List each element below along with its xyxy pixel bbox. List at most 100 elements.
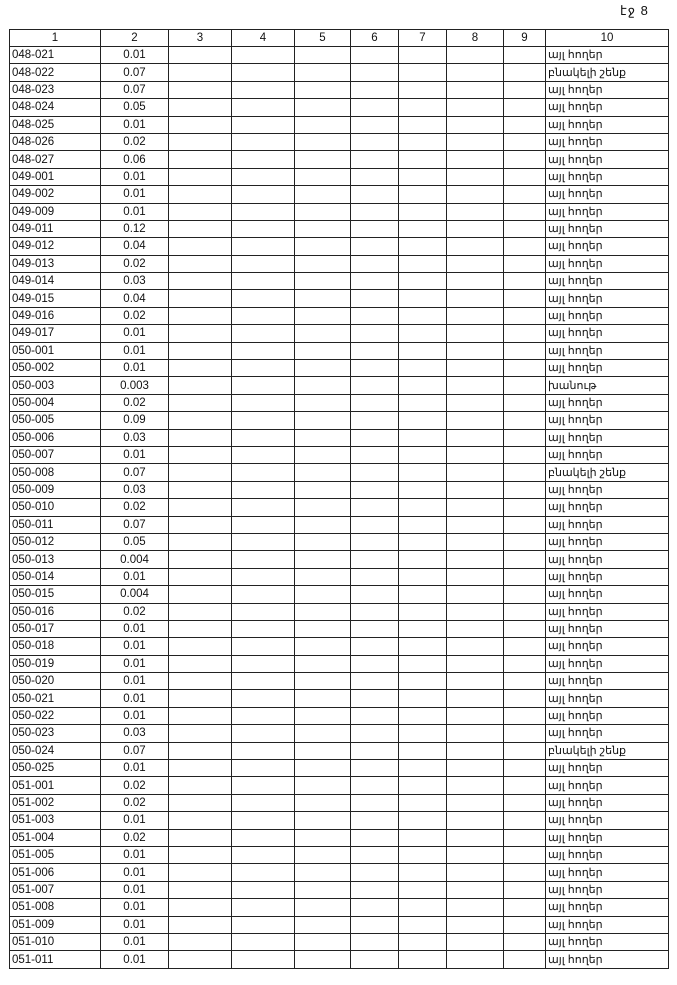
- parcel-code: 048-022: [9, 63, 101, 82]
- land-use: այլ հողեր: [545, 202, 669, 221]
- table-row: 050-020 0.01 այլ հողեր: [9, 672, 669, 691]
- table-row: 050-003 0.003 խանութ: [9, 376, 669, 395]
- area-value: 0.01: [100, 654, 169, 674]
- empty-cell: [294, 219, 351, 239]
- parcel-code: 050-017: [9, 619, 101, 639]
- land-use: այլ հողեր: [545, 272, 669, 291]
- parcel-code: 049-015: [9, 289, 101, 308]
- empty-cell: [294, 654, 351, 674]
- empty-cell: [231, 341, 295, 361]
- parcel-code: 050-011: [9, 515, 101, 534]
- land-use: այլ հողեր: [545, 863, 669, 882]
- empty-cell: [294, 498, 351, 517]
- empty-cell: [294, 689, 351, 708]
- empty-cell: [350, 150, 399, 169]
- parcel-code: 050-025: [9, 759, 101, 778]
- area-value: 0.07: [100, 741, 169, 761]
- land-use: այլ հողեր: [545, 150, 669, 169]
- empty-cell: [398, 115, 447, 134]
- land-use: այլ հողեր: [545, 219, 669, 239]
- empty-cell: [231, 411, 295, 430]
- empty-cell: [168, 637, 232, 656]
- empty-cell: [231, 376, 295, 395]
- empty-cell: [294, 445, 351, 465]
- empty-cell: [294, 672, 351, 691]
- empty-cell: [446, 341, 504, 361]
- empty-cell: [398, 898, 447, 917]
- empty-cell: [398, 324, 447, 343]
- empty-cell: [446, 724, 504, 743]
- empty-cell: [231, 480, 295, 500]
- empty-cell: [350, 480, 399, 500]
- empty-cell: [350, 915, 399, 934]
- empty-cell: [446, 602, 504, 621]
- empty-cell: [294, 376, 351, 395]
- empty-cell: [503, 132, 546, 152]
- empty-cell: [350, 706, 399, 726]
- empty-cell: [294, 393, 351, 413]
- empty-cell: [168, 585, 232, 604]
- empty-cell: [446, 445, 504, 465]
- table-row: 049-014 0.03 այլ հողեր: [9, 272, 669, 291]
- table-row: 049-015 0.04 այլ հողեր: [9, 289, 669, 308]
- column-header-4: 4: [231, 29, 295, 47]
- empty-cell: [398, 376, 447, 395]
- parcel-code: 051-005: [9, 845, 101, 865]
- empty-cell: [503, 950, 546, 969]
- parcel-code: 050-005: [9, 411, 101, 430]
- table-row: 048-025 0.01 այլ հողեր: [9, 115, 669, 134]
- table-row: 050-002 0.01 այլ հողեր: [9, 359, 669, 378]
- empty-cell: [398, 498, 447, 517]
- empty-cell: [350, 167, 399, 187]
- land-use: այլ հողեր: [545, 98, 669, 117]
- empty-cell: [446, 428, 504, 447]
- empty-cell: [350, 185, 399, 204]
- area-value: 0.003: [100, 376, 169, 395]
- table-row: 051-002 0.02 այլ հողեր: [9, 793, 669, 813]
- parcel-code: 050-001: [9, 341, 101, 361]
- empty-cell: [294, 411, 351, 430]
- parcel-code: 050-015: [9, 585, 101, 604]
- empty-cell: [294, 254, 351, 274]
- area-value: 0.004: [100, 585, 169, 604]
- land-use: այլ հողեր: [545, 445, 669, 465]
- table-row: 051-007 0.01 այլ հողեր: [9, 880, 669, 900]
- empty-cell: [503, 724, 546, 743]
- empty-cell: [503, 393, 546, 413]
- table-row: 048-022 0.07 բնակելի շենք: [9, 63, 669, 82]
- page-number: էջ 8: [620, 3, 649, 18]
- empty-cell: [398, 741, 447, 761]
- empty-cell: [503, 254, 546, 274]
- area-value: 0.01: [100, 845, 169, 865]
- empty-cell: [294, 845, 351, 865]
- land-use: այլ հողեր: [545, 306, 669, 326]
- area-value: 0.07: [100, 515, 169, 534]
- parcel-code: 048-025: [9, 115, 101, 134]
- empty-cell: [398, 776, 447, 795]
- empty-cell: [398, 98, 447, 117]
- empty-cell: [168, 672, 232, 691]
- empty-cell: [231, 898, 295, 917]
- empty-cell: [294, 932, 351, 952]
- empty-cell: [503, 341, 546, 361]
- empty-cell: [350, 637, 399, 656]
- empty-cell: [168, 254, 232, 274]
- empty-cell: [168, 532, 232, 552]
- parcel-code: 051-001: [9, 776, 101, 795]
- empty-cell: [231, 724, 295, 743]
- empty-cell: [231, 306, 295, 326]
- empty-cell: [231, 706, 295, 726]
- area-value: 0.03: [100, 428, 169, 447]
- empty-cell: [446, 289, 504, 308]
- empty-cell: [446, 689, 504, 708]
- area-value: 0.01: [100, 898, 169, 917]
- empty-cell: [294, 776, 351, 795]
- empty-cell: [398, 880, 447, 900]
- table-row: 050-016 0.02 այլ հողեր: [9, 602, 669, 621]
- empty-cell: [231, 602, 295, 621]
- empty-cell: [168, 167, 232, 187]
- area-value: 0.01: [100, 202, 169, 221]
- empty-cell: [503, 793, 546, 813]
- empty-cell: [168, 498, 232, 517]
- empty-cell: [446, 45, 504, 65]
